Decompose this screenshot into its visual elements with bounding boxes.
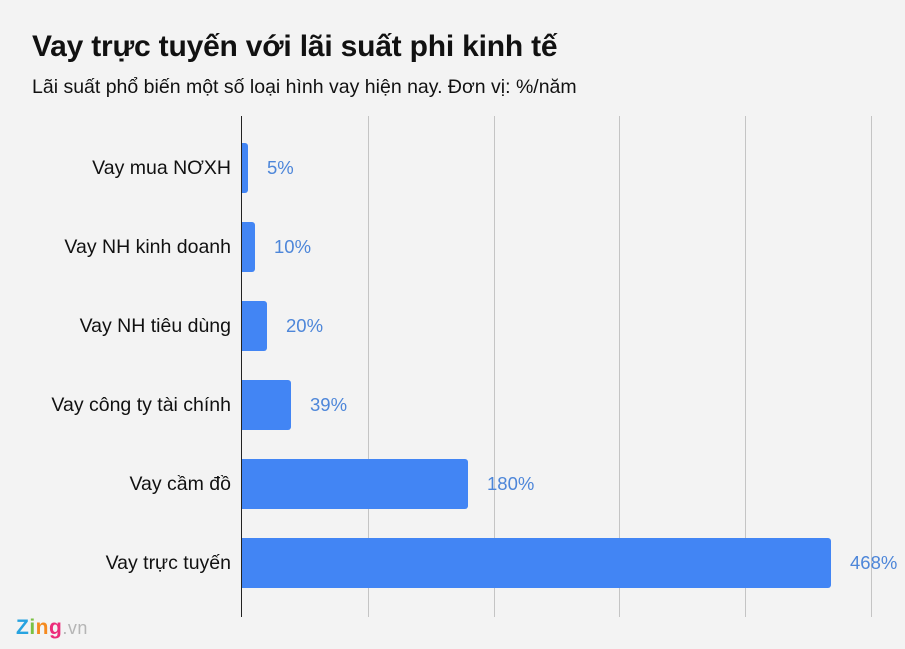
bar-row: Vay NH kinh doanh 10% (0, 222, 905, 272)
category-label: Vay cầm đồ (129, 473, 231, 495)
value-label: 180% (487, 473, 535, 494)
bar-row: Vay công ty tài chính 39% (0, 380, 905, 430)
gridline (619, 116, 620, 617)
bar (242, 380, 291, 430)
gridline (494, 116, 495, 617)
category-label: Vay NH tiêu dùng (79, 315, 231, 337)
zing-logo: Zing.vn (16, 616, 88, 639)
value-label: 20% (286, 315, 324, 336)
category-label: Vay trực tuyến (105, 552, 231, 574)
value-label: 39% (310, 394, 348, 415)
bar-row: Vay NH tiêu dùng 20% (0, 301, 905, 351)
chart-subtitle: Lãi suất phổ biến một số loại hình vay h… (32, 76, 577, 98)
bar (242, 459, 468, 509)
chart-title: Vay trực tuyến với lãi suất phi kinh tế (32, 30, 558, 63)
bar-row: Vay cầm đồ 180% (0, 459, 905, 509)
value-label: 10% (274, 236, 312, 257)
bar-row: Vay mua NƠXH 5% (0, 143, 905, 193)
category-label: Vay NH kinh doanh (64, 236, 231, 258)
gridline (368, 116, 369, 617)
y-axis-line (241, 116, 242, 617)
gridline (871, 116, 872, 617)
gridline (745, 116, 746, 617)
value-label: 5% (267, 157, 294, 178)
value-label: 468% (850, 552, 898, 573)
bar (242, 538, 831, 588)
category-label: Vay công ty tài chính (51, 394, 231, 416)
category-label: Vay mua NƠXH (92, 157, 231, 179)
bar (242, 301, 267, 351)
bar (242, 222, 255, 272)
bar (242, 143, 248, 193)
bar-row: Vay trực tuyến 468% (0, 538, 905, 588)
